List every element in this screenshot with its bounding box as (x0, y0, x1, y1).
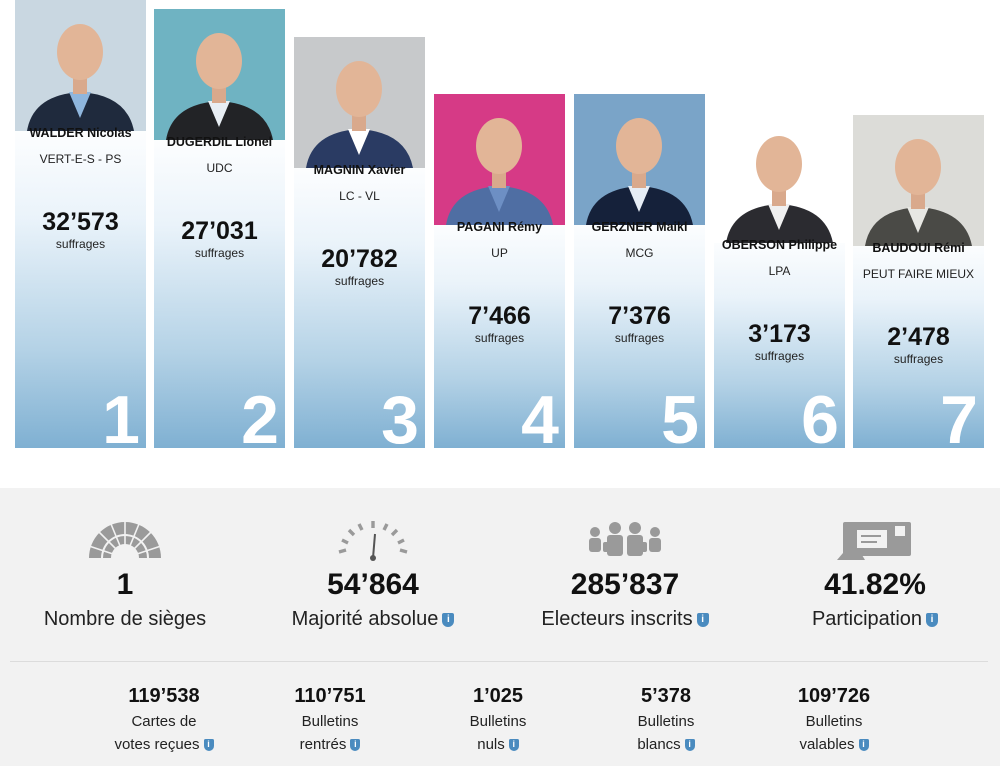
candidate-party: LPA (768, 264, 791, 278)
info-icon[interactable]: i (442, 613, 455, 627)
majority-label: Majorité absolue i (248, 608, 498, 631)
candidate-photo (714, 112, 845, 243)
ballot-stat-value: 119’538 (128, 685, 200, 707)
candidate-card[interactable]: WALDER Nicolas VERT-E-S - PS 32’573 suffrag… (15, 0, 146, 454)
ballot-stat-returned: 110’751 Bulletins rentrés i (260, 684, 400, 756)
candidate-votes: 3’173 (748, 320, 811, 348)
candidate-name: GERZNER Maikl (591, 220, 688, 234)
ballot-stat-label: Cartes de votes reçues i (94, 710, 234, 756)
candidate-votes-label: suffrages (893, 352, 944, 366)
candidate-photo (15, 0, 146, 131)
info-icon[interactable]: i (350, 739, 361, 751)
candidate-votes: 27’031 (181, 217, 258, 245)
election-stats-panel: 1 Nombre de sièges 54’864 (0, 488, 1000, 766)
ballot-stat-cards-received: 119’538 Cartes de votes reçues i (94, 684, 234, 756)
candidate-votes-label: suffrages (194, 246, 245, 260)
ballot-box-icon (750, 518, 1000, 562)
candidate-card[interactable]: PAGANI Rémy UP 7’466 suffrages 4 (434, 0, 565, 454)
candidate-column (853, 235, 984, 448)
participation-value: 41.82% (824, 568, 926, 601)
candidate-votes: 7’466 (468, 302, 531, 330)
candidates-ranking: WALDER Nicolas VERT-E-S - PS 32’573 suffrag… (15, 0, 984, 454)
ballot-stat-value: 5’378 (640, 685, 692, 707)
ballot-stat-blank: 5’378 Bulletins blancs i (596, 684, 736, 756)
candidate-votes-label: suffrages (474, 331, 525, 345)
voters-value: 285’837 (570, 568, 680, 601)
ballot-stat-value: 1’025 (472, 685, 524, 707)
ballot-stat-value: 110’751 (294, 685, 366, 707)
info-icon[interactable]: i (684, 739, 695, 751)
candidate-rank: 4 (521, 382, 559, 458)
ballot-stat-label: Bulletins nuls i (469, 713, 527, 753)
ballot-stat-label: Bulletins blancs i (637, 713, 695, 753)
ballot-stat-null: 1’025 Bulletins nuls i (428, 684, 568, 756)
candidate-photo (853, 115, 984, 246)
candidate-votes: 20’782 (321, 245, 398, 273)
majority-value: 54’864 (327, 568, 419, 601)
candidate-votes: 2’478 (887, 323, 950, 351)
info-icon[interactable]: i (926, 613, 939, 627)
candidate-rank: 7 (940, 382, 978, 458)
info-icon[interactable]: i (696, 613, 709, 627)
participation-label: Participation i (750, 608, 1000, 631)
candidate-party: LC - VL (339, 189, 380, 203)
parliament-icon (0, 518, 250, 562)
candidate-column (574, 214, 705, 448)
candidate-name: BAUDOUI Rémi (872, 241, 965, 255)
ballot-stat-label: Bulletins rentrés i (299, 713, 361, 753)
seats-label: Nombre de sièges (43, 608, 207, 630)
candidate-rank: 5 (661, 382, 699, 458)
candidate-votes: 7’376 (608, 302, 671, 330)
candidate-card[interactable]: GERZNER Maikl MCG 7’376 suffrages 5 (574, 0, 705, 454)
candidate-rank: 6 (801, 382, 839, 458)
candidate-card[interactable]: DUGERDIL Lionel UDC 27’031 suffrages 2 (154, 0, 285, 454)
candidate-name: OBERSON Philippe (721, 238, 838, 252)
candidate-name: DUGERDIL Lionel (166, 135, 273, 149)
candidate-column (434, 214, 565, 448)
candidate-votes-label: suffrages (334, 274, 385, 288)
people-icon (500, 518, 750, 562)
seats-value: 1 (116, 568, 134, 601)
candidate-votes: 32’573 (42, 208, 119, 236)
candidate-photo (434, 94, 565, 225)
info-icon[interactable]: i (858, 739, 869, 751)
candidate-votes-label: suffrages (55, 237, 106, 251)
candidate-party: MCG (625, 246, 654, 260)
candidate-party: UP (491, 246, 508, 260)
divider (10, 661, 988, 662)
candidate-rank: 2 (241, 382, 279, 458)
candidate-photo (574, 94, 705, 225)
candidate-column (154, 129, 285, 448)
voters-label: Electeurs inscrits i (500, 608, 750, 631)
candidate-party: PEUT FAIRE MIEUX (862, 267, 975, 281)
candidate-rank: 1 (102, 382, 140, 458)
candidate-column (714, 232, 845, 448)
candidate-votes-label: suffrages (754, 349, 805, 363)
candidate-name: MAGNIN Xavier (313, 163, 406, 177)
candidate-name: PAGANI Rémy (456, 220, 543, 234)
candidate-column (15, 120, 146, 448)
candidate-card[interactable]: OBERSON Philippe LPA 3’173 suffrages 6 (714, 0, 845, 454)
gauge-icon (248, 518, 498, 562)
candidate-votes-label: suffrages (614, 331, 665, 345)
candidate-column (294, 157, 425, 448)
candidate-rank: 3 (381, 382, 419, 458)
candidate-party: UDC (206, 161, 233, 175)
candidate-card[interactable]: MAGNIN Xavier LC - VL 20’782 suffrages 3 (294, 0, 425, 454)
ballot-stat-value: 109’726 (797, 685, 871, 707)
candidate-photo (154, 9, 285, 140)
candidate-name: WALDER Nicolas (29, 126, 132, 140)
info-icon[interactable]: i (508, 739, 519, 751)
info-icon[interactable]: i (203, 739, 214, 751)
candidate-card[interactable]: BAUDOUI Rémi PEUT FAIRE MIEUX 2’478 suffrag… (853, 0, 984, 454)
candidate-party: VERT-E-S - PS (39, 152, 122, 166)
ballot-stat-label: Bulletins valables i (764, 710, 904, 756)
ballot-stat-valid: 109’726 Bulletins valables i (764, 684, 904, 756)
candidate-photo (294, 37, 425, 168)
